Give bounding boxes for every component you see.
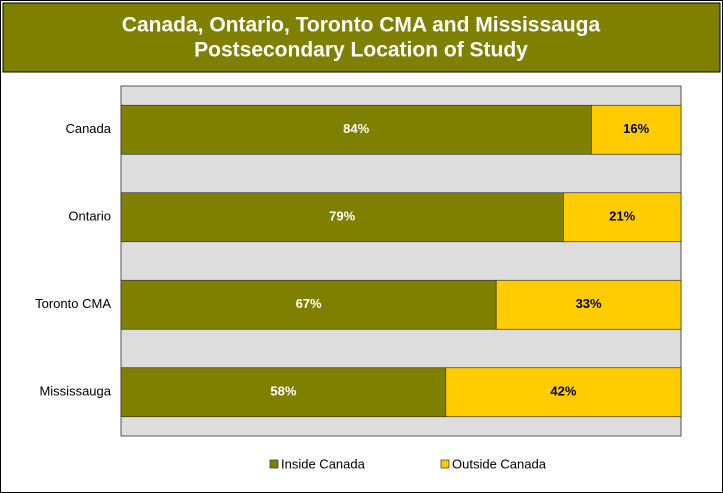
bar-segment xyxy=(495,279,682,330)
legend-label: Inside Canada xyxy=(281,456,366,471)
legend-swatch xyxy=(269,459,279,469)
y-tick-label: Mississauga xyxy=(39,384,111,399)
chart-title: Postsecondary Location of Study xyxy=(194,39,528,62)
data-label: 84% xyxy=(343,121,369,136)
legend-label: Outside Canada xyxy=(452,456,547,471)
chart-title: Canada, Ontario, Toronto CMA and Mississ… xyxy=(122,14,601,37)
bar-segment xyxy=(563,192,682,243)
bar-segment xyxy=(120,279,497,330)
data-label: 33% xyxy=(576,296,602,311)
data-label: 21% xyxy=(609,209,635,224)
bar-segment xyxy=(120,367,447,418)
data-label: 58% xyxy=(270,384,296,399)
bar-segment xyxy=(120,104,592,155)
title-box xyxy=(2,2,721,73)
legend-swatch xyxy=(440,459,450,469)
data-label: 79% xyxy=(329,209,355,224)
data-label: 42% xyxy=(550,384,576,399)
y-tick-label: Canada xyxy=(65,121,111,136)
y-tick-label: Toronto CMA xyxy=(35,296,111,311)
y-tick-label: Ontario xyxy=(68,209,111,224)
bar-segment xyxy=(591,104,682,155)
data-label: 16% xyxy=(623,121,649,136)
bar-segment xyxy=(445,367,682,418)
bar-segment xyxy=(120,192,564,243)
data-label: 67% xyxy=(296,296,322,311)
